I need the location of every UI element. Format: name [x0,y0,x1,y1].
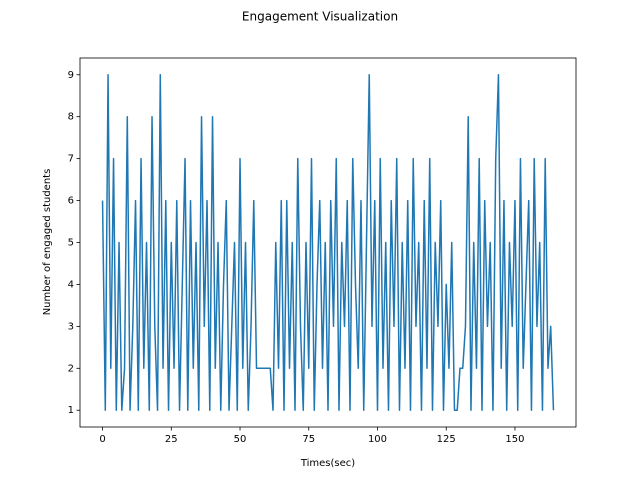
y-tick-label: 1 [68,405,74,416]
x-tick-label: 25 [165,434,178,445]
x-tick-label: 0 [99,434,105,445]
x-tick-label: 150 [505,434,524,445]
x-tick-label: 125 [437,434,456,445]
y-tick-label: 3 [68,321,74,332]
x-axis-label: Times(sec) [300,458,355,469]
plot-frame [79,57,577,428]
y-tick-label: 4 [68,279,74,290]
x-tick-label: 75 [302,434,315,445]
chart-title: Engagement Visualization [242,10,398,24]
y-tick-label: 7 [68,154,74,165]
y-tick-label: 2 [68,363,74,374]
x-tick-label: 100 [368,434,387,445]
data-line [101,74,555,411]
y-tick-label: 6 [68,196,74,207]
y-tick-label: 5 [68,238,74,249]
y-axis-label: Number of engaged students [42,169,53,316]
y-tick-label: 8 [68,112,74,123]
y-tick-label: 9 [68,70,74,81]
x-tick-label: 50 [234,434,247,445]
